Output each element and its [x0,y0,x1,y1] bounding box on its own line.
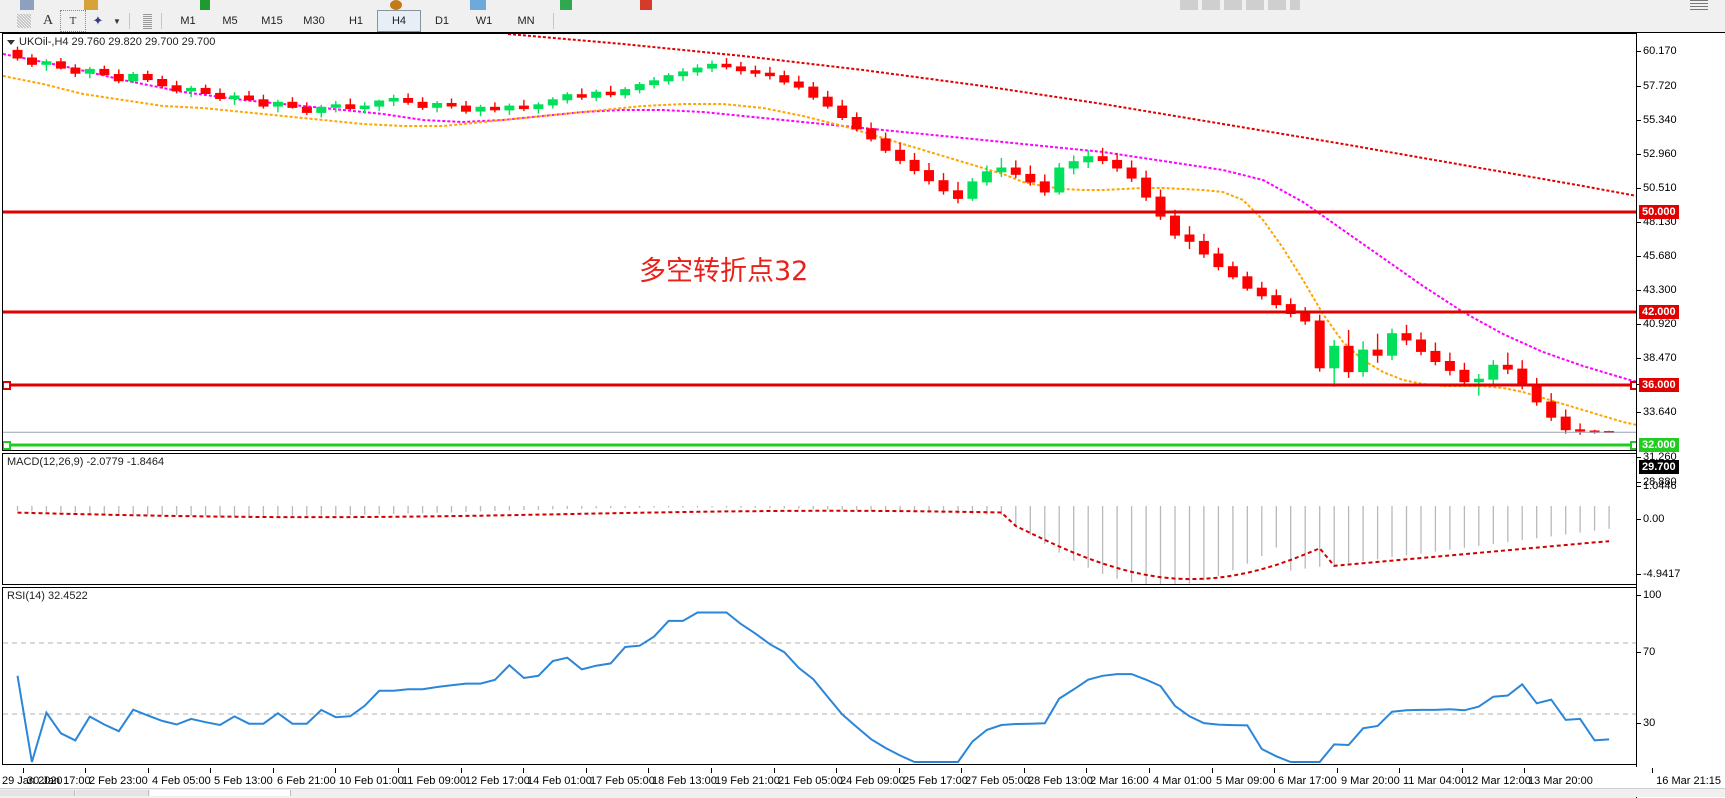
x-tick: 5 Feb 13:00 [210,768,273,787]
price-tag-last-price[interactable]: 29.700 [1639,460,1679,474]
x-tick: 14 Feb 01:00 [523,768,592,787]
chart-annotation-text: 多空转折点32 [639,256,809,287]
price-tag-resistance-42[interactable]: 42.000 [1639,305,1679,319]
price-plot [3,34,1636,450]
rsi-tick: 100 [1636,589,1662,601]
y-tick: 60.170 [1637,45,1677,57]
x-tick: 11 Feb 09:00 [398,768,466,787]
price-tag-resistance-36[interactable]: 36.000 [1639,378,1679,392]
rsi-label: RSI(14) 32.4522 [7,590,88,602]
x-tick: 18 Feb 13:00 [648,768,717,787]
x-tick: 25 Feb 17:00 [899,768,968,787]
x-tick: 11 Mar 04:00 [1399,768,1467,787]
rsi-pane[interactable]: RSI(14) 32.4522 [2,587,1637,765]
macd-tick: 0.00 [1636,513,1665,525]
y-tick: 48.130 [1637,216,1677,228]
timeframe-w1[interactable]: W1 [475,15,493,27]
y-tick: 43.300 [1637,284,1677,296]
x-tick: 6 Feb 21:00 [273,768,336,787]
y-tick: 50.510 [1637,182,1677,194]
x-tick: 16 Mar 21:15 [1652,768,1721,787]
macd-pane[interactable]: MACD(12,26,9) -2.0779 -1.8464 [2,453,1637,585]
text-label-icon[interactable]: A [42,13,54,28]
rsi-tick: 70 [1636,646,1656,658]
x-tick: 19 Feb 21:00 [711,768,780,787]
x-tick: 13 Mar 20:00 [1524,768,1593,787]
x-tick: 9 Mar 20:00 [1337,768,1400,787]
symbol-ohlc-text: UKOil-,H4 29.760 29.820 29.700 29.700 [19,36,216,48]
x-tick: 6 Mar 17:00 [1274,768,1337,787]
macd-label: MACD(12,26,9) -2.0779 -1.8464 [7,456,165,468]
objects-icon[interactable]: ✦ [92,13,104,28]
status-bar [0,788,1725,797]
price-pane[interactable]: UKOil-,H4 29.760 29.820 29.700 29.700 [2,33,1637,451]
x-tick: 2 Mar 16:00 [1086,768,1149,787]
y-axis-line [1636,33,1637,798]
x-tick: 28 Feb 13:00 [1024,768,1093,787]
y-tick: 33.640 [1637,406,1677,418]
y-tick: 28.880 [1637,476,1677,488]
collapse-arrow-icon[interactable] [7,39,15,45]
x-tick: 12 Mar 12:00 [1462,768,1531,787]
timeframe-mn[interactable]: MN [517,15,535,27]
timeframe-m30[interactable]: M30 [303,15,325,27]
time-axis[interactable]: 29 Jan 2020 30 Jan 17:00 2 Feb 23:00 4 Feb … [0,767,1725,789]
rsi-plot [3,611,1636,763]
price-tag-resistance-50[interactable]: 50.000 [1639,205,1679,219]
text-box-icon[interactable]: T [60,10,86,32]
y-tick: 55.340 [1637,114,1677,126]
y-tick: 45.680 [1637,250,1677,262]
x-tick: 4 Mar 01:00 [1149,768,1212,787]
y-tick: 40.920 [1637,318,1677,330]
x-tick: 5 Mar 09:00 [1212,768,1275,787]
x-tick: 24 Feb 09:00 [836,768,905,787]
objects-dropdown-arrow-icon[interactable]: ▼ [113,16,121,26]
timeframe-m1[interactable]: M1 [180,15,196,27]
price-tag-support-32[interactable]: 32.000 [1639,438,1679,452]
x-tick: 21 Feb 05:00 [774,768,843,787]
rsi-tick: 30 [1636,717,1656,729]
x-tick: 12 Feb 17:00 [461,768,530,787]
drawing-toolbar: A T ✦ ▼ M1 M5 M15 M30 H1 H4 D1 W1 MN [0,10,1725,33]
y-tick: 52.960 [1637,148,1677,160]
timeframe-m5[interactable]: M5 [222,15,238,27]
x-tick: 10 Feb 01:00 [335,768,404,787]
chart-canvas[interactable]: UKOil-,H4 29.760 29.820 29.700 29.700 [0,32,1725,798]
macd-tick: 1.0446 [1637,480,1677,492]
x-tick: 27 Feb 05:00 [961,768,1030,787]
symbol-header: UKOil-,H4 29.760 29.820 29.700 29.700 [7,36,215,48]
x-tick: 2 Feb 23:00 [85,768,148,787]
macd-plot [16,506,1610,584]
macd-tick: -4.9417 [1636,568,1681,580]
price-axis[interactable]: 60.170 57.720 55.340 52.960 50.510 48.13… [1636,33,1725,798]
timeframe-d1[interactable]: D1 [434,15,450,27]
y-tick: 38.470 [1637,352,1677,364]
timeframe-h4[interactable]: H4 [377,10,421,32]
x-tick: 4 Feb 05:00 [148,768,211,787]
timeframe-h1[interactable]: H1 [348,15,364,27]
timeframe-m15[interactable]: M15 [261,15,283,27]
crosshair-icon[interactable] [12,11,36,31]
x-tick: 17 Feb 05:00 [586,768,655,787]
toolbar-partial-row [0,0,1725,10]
x-tick: 29 Jan 2020 [2,775,63,787]
bar-shift-icon[interactable] [135,11,159,31]
x-tick: 30 Jan 17:00 [23,768,91,787]
y-tick: 57.720 [1637,80,1677,92]
